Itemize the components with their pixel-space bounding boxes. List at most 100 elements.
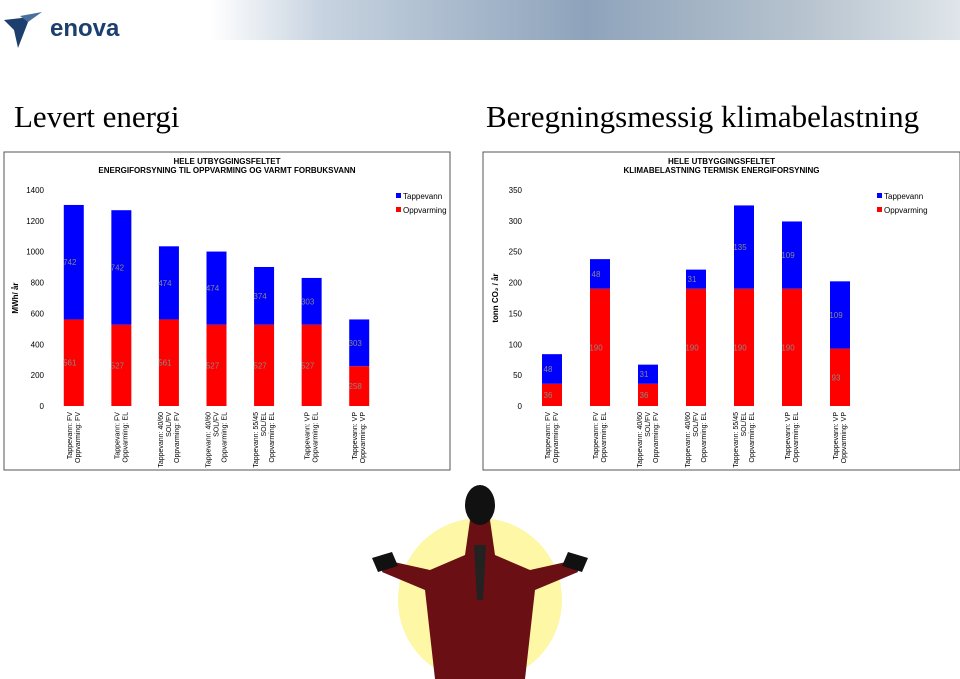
y-tick-label: 0	[40, 402, 45, 411]
legend-swatch	[877, 193, 882, 198]
bar-segment	[638, 364, 658, 384]
value-label: 109	[829, 311, 843, 320]
value-label: 474	[206, 284, 220, 293]
bar-segment	[590, 259, 610, 289]
value-label: 135	[733, 243, 747, 252]
heading: Levert energi	[14, 99, 180, 134]
y-axis-label: tonn CO₂ / år	[491, 273, 500, 322]
value-label: 190	[589, 343, 603, 352]
value-label: 48	[592, 270, 601, 279]
bar-segment	[301, 324, 322, 406]
y-tick-label: 300	[509, 217, 523, 226]
value-label: 527	[301, 361, 315, 370]
value-label: 31	[640, 370, 649, 379]
value-label: 474	[158, 279, 172, 288]
logo: enova	[4, 12, 120, 48]
bar-segment	[63, 319, 84, 406]
x-tick-label: Tappevann: 55/45SOL/ELOppvarming: EL	[253, 412, 276, 468]
bar-segment	[830, 281, 850, 349]
x-tick-label: Tappevann: FVOppvarming: FV	[545, 412, 560, 463]
y-tick-label: 200	[509, 279, 523, 288]
y-tick-label: 150	[509, 309, 523, 318]
value-label: 527	[206, 361, 220, 370]
banner	[210, 0, 960, 40]
bar-segment	[158, 319, 179, 406]
bar-segment	[301, 277, 322, 325]
legend-label: Oppvarming	[884, 206, 928, 215]
x-tick-label: Tappevann: VPOppvarming: EL	[785, 412, 800, 463]
value-label: 527	[253, 361, 267, 370]
value-label: 258	[349, 382, 363, 391]
bar-segment	[63, 204, 84, 320]
x-tick-label: Tappevann: VPOppvarming: VP	[352, 412, 367, 464]
value-label: 742	[111, 263, 125, 272]
bar-segment	[782, 288, 802, 406]
value-label: 190	[733, 343, 747, 352]
y-tick-label: 350	[509, 186, 523, 195]
bar-segment	[782, 221, 802, 289]
x-tick-label: Tappevann: FVOppvarming: FV	[67, 412, 82, 463]
bar-segment	[206, 251, 227, 325]
legend-swatch	[396, 207, 401, 212]
value-label: 109	[781, 251, 795, 260]
bar-segment	[349, 319, 370, 367]
y-axis-label: MWh/ år	[11, 282, 20, 313]
x-tick-label: Tappevann: FVOppvarming: EL	[114, 412, 129, 463]
value-label: 374	[253, 292, 267, 301]
chart-title: HELE UTBYGGINGSFELTET KLIMABELASTNING TER…	[623, 157, 819, 175]
y-tick-label: 800	[31, 279, 45, 288]
x-tick-label: Tappevann: 40/60SOL/FVOppvarming: FV	[158, 412, 181, 468]
bar-segment	[542, 354, 562, 384]
x-tick-label: Tappevann: 40/60SOL/FVOppvarming: EL	[685, 412, 708, 468]
illustration	[372, 485, 588, 679]
value-label: 190	[685, 343, 699, 352]
value-label: 36	[544, 391, 553, 400]
y-tick-label: 1200	[26, 217, 44, 226]
y-tick-label: 600	[31, 309, 45, 318]
bar-segment	[158, 246, 179, 320]
bar-segment	[542, 383, 562, 406]
legend-label: Tappevann	[403, 192, 442, 201]
value-label: 742	[63, 258, 77, 267]
value-label: 527	[111, 361, 125, 370]
y-tick-label: 1400	[26, 186, 44, 195]
y-tick-label: 250	[509, 248, 523, 257]
chart-title: HELE UTBYGGINGSFELTET ENERGIFORSYNING TIL…	[98, 157, 355, 175]
bar-segment	[686, 269, 706, 289]
bar-segment	[734, 288, 754, 406]
y-tick-label: 100	[509, 340, 523, 349]
bar-segment	[254, 266, 275, 325]
legend-swatch	[396, 193, 401, 198]
bar-segment	[111, 324, 132, 406]
value-label: 93	[832, 373, 841, 382]
legend-label: Oppvarming	[403, 206, 447, 215]
value-label: 31	[688, 275, 697, 284]
y-tick-label: 200	[31, 371, 45, 380]
chart-frame	[482, 151, 960, 471]
y-tick-label: 400	[31, 340, 45, 349]
x-tick-label: Tappevann: VPOppvarming: EL	[304, 412, 319, 463]
bar-segment	[254, 324, 275, 406]
value-label: 36	[640, 391, 649, 400]
legend-label: Tappevann	[884, 192, 923, 201]
bar-segment	[830, 348, 850, 406]
heading: Beregningsmessig klimabelastning	[486, 99, 919, 134]
value-label: 303	[301, 297, 315, 306]
value-label: 561	[63, 359, 77, 368]
y-tick-label: 1000	[26, 248, 44, 257]
value-label: 561	[158, 359, 172, 368]
x-tick-label: Tappevann: FVOppvarming: EL	[593, 412, 608, 463]
value-label: 190	[781, 343, 795, 352]
bar-segment	[686, 288, 706, 406]
bar-segment	[734, 205, 754, 289]
value-label: 303	[349, 339, 363, 348]
x-tick-label: Tappevann: VPOppvarming: VP	[833, 412, 848, 464]
legend-swatch	[877, 207, 882, 212]
x-tick-label: Tappevann: 40/60SOL/FVOppvarming: EL	[205, 412, 228, 468]
bar-segment	[111, 210, 132, 325]
y-tick-label: 50	[513, 371, 522, 380]
y-tick-label: 0	[518, 402, 523, 411]
bar-segment	[349, 366, 370, 406]
x-tick-label: Tappevann: 55/45SOL/ELOppvarming: EL	[733, 412, 756, 468]
